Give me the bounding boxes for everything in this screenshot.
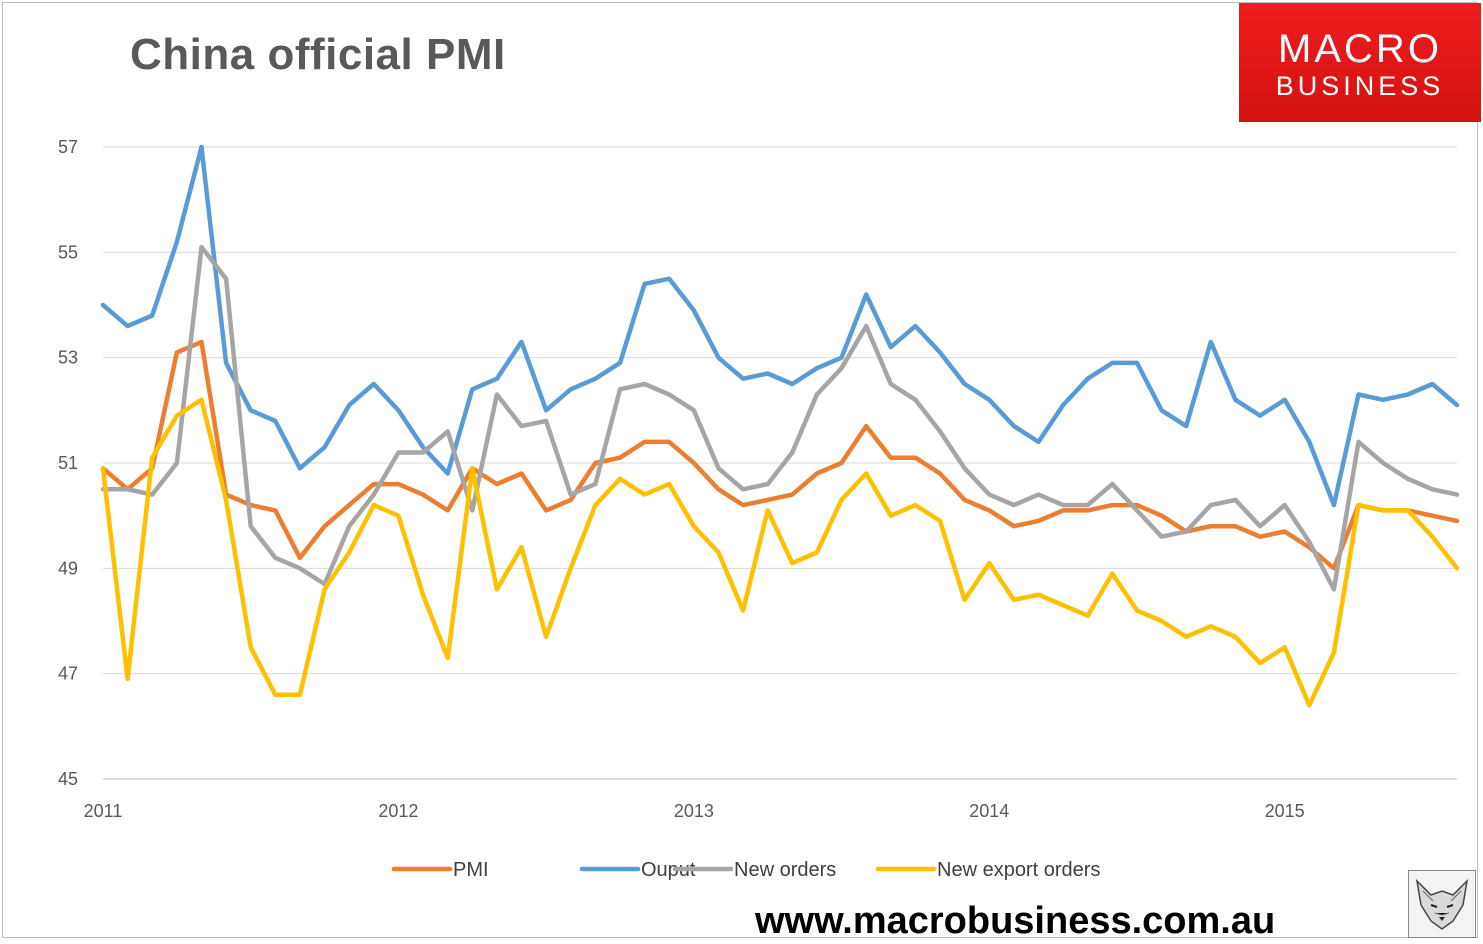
x-tick-labels: 2011 2012 2013 2014 2015	[84, 801, 1305, 821]
legend-label: New export orders	[937, 859, 1100, 881]
logo-line-2: BUSINESS	[1275, 71, 1445, 101]
legend-label: Ouput	[641, 859, 696, 881]
x-tick-label: 2014	[969, 801, 1009, 821]
website-url[interactable]: www.macrobusiness.com.au	[755, 900, 1276, 942]
y-tick-label: 55	[58, 242, 78, 262]
y-tick-label: 47	[58, 664, 78, 684]
y-tick-label: 45	[58, 769, 78, 789]
series-line-new-export-orders	[100, 397, 1460, 708]
y-tick-label: 53	[58, 348, 78, 368]
macrobusiness-logo: MACRO BUSINESS	[1239, 3, 1481, 122]
y-tick-label: 51	[58, 453, 78, 473]
y-tick-label: 49	[58, 558, 78, 578]
x-tick-label: 2013	[674, 801, 714, 821]
series-line-ouput	[100, 144, 1460, 508]
fox-mascot-icon	[1408, 870, 1476, 938]
legend-label: New orders	[734, 859, 836, 881]
series-line-pmi	[100, 339, 1460, 571]
series-line-new-orders	[100, 244, 1460, 592]
x-tick-label: 2012	[378, 801, 418, 821]
x-tick-label: 2015	[1265, 801, 1305, 821]
legend-label: PMI	[453, 859, 489, 881]
logo-line-1: MACRO	[1278, 27, 1442, 71]
grid-lines	[103, 146, 1457, 780]
series-lines	[100, 144, 1460, 708]
y-tick-labels: 45 47 49 51 53 55 57	[58, 137, 78, 789]
legend: PMI Ouput New orders New export orders	[391, 859, 1100, 881]
y-tick-label: 57	[58, 137, 78, 157]
x-tick-label: 2011	[84, 801, 123, 821]
chart-title: China official PMI	[130, 30, 506, 79]
